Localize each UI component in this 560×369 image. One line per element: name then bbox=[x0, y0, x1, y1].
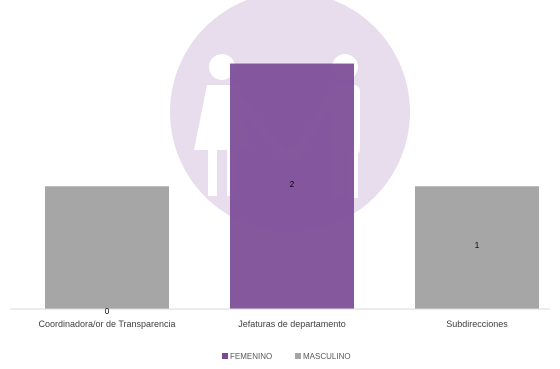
tick-label-subdirecciones: Subdirecciones bbox=[446, 319, 508, 329]
bar-masculino-2 bbox=[415, 186, 539, 309]
bar-masculino-0 bbox=[45, 186, 169, 309]
data-label-subdirecciones: 1 bbox=[475, 241, 480, 250]
tick-label-coordinadora: Coordinadora/or de Transparencia bbox=[38, 319, 175, 329]
tick-label-jefaturas: Jefaturas de departamento bbox=[238, 319, 346, 329]
legend-swatch-masculino bbox=[295, 353, 301, 359]
legend-label-femenino: FEMENINO bbox=[230, 352, 272, 361]
data-label-jefaturas: 2 bbox=[290, 180, 295, 189]
data-label-coordinadora: 0 bbox=[105, 307, 110, 316]
legend: FEMENINO MASCULINO bbox=[222, 352, 351, 361]
legend-swatch-femenino bbox=[222, 353, 228, 359]
bar-femenino-1 bbox=[230, 63, 354, 309]
legend-label-masculino: MASCULINO bbox=[303, 352, 351, 361]
